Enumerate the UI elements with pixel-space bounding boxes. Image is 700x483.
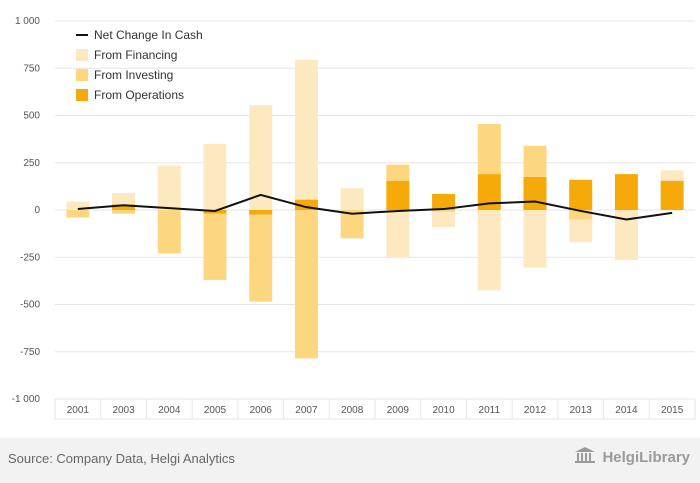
x-tick-label: 2013	[570, 405, 593, 416]
x-tick-label: 2011	[479, 405, 501, 416]
bar-from-investing	[157, 210, 181, 254]
x-tick-label: 2003	[112, 405, 135, 416]
bar-from-investing	[340, 210, 364, 239]
bar-from-financing	[614, 210, 638, 261]
bar-from-investing	[432, 210, 456, 212]
bar-from-operations	[249, 210, 273, 215]
legend-swatch-from-financing	[76, 49, 88, 61]
source-text: Source: Company Data, Helgi Analytics	[8, 451, 235, 466]
helgi-library-logo[interactable]: HelgiLibrary	[574, 446, 690, 468]
x-tick-label: 2008	[341, 405, 364, 416]
bar-from-operations	[523, 176, 547, 210]
y-tick-label: 0	[34, 205, 40, 216]
net-change-line	[77, 193, 673, 221]
y-tick-label: -750	[20, 347, 40, 358]
bar-from-investing	[294, 210, 318, 359]
legend-swatch-from-operations	[76, 89, 88, 101]
bar-from-operations	[386, 180, 410, 210]
bar-from-financing	[112, 192, 136, 205]
bar-from-financing	[660, 170, 684, 181]
library-building-icon	[574, 446, 596, 468]
y-tick-label: 500	[23, 111, 40, 122]
y-tick-label: -500	[20, 300, 40, 311]
bar-from-financing	[249, 105, 273, 210]
x-tick-label: 2015	[661, 405, 684, 416]
bar-from-investing	[386, 164, 410, 181]
bar-from-investing	[66, 210, 90, 218]
bar-from-investing	[477, 124, 501, 175]
y-tick-label: -1 000	[12, 394, 41, 405]
x-tick-label: 2004	[158, 405, 181, 416]
x-tick-label: 2010	[432, 405, 455, 416]
bar-from-financing	[203, 143, 227, 210]
bar-from-operations	[432, 193, 456, 210]
cash-flow-chart: -1 000 -750 -500 -250 0 250 500 750 1 000 2001 200…	[12, 16, 696, 420]
bar-from-financing	[432, 211, 456, 228]
legend-label: From Operations	[94, 88, 184, 102]
bar-from-investing	[249, 214, 273, 302]
x-tick-label: 2005	[204, 405, 227, 416]
bar-from-financing	[340, 188, 364, 210]
bar-from-financing	[569, 219, 593, 243]
x-tick-label: 2014	[615, 405, 638, 416]
chart-area: -1 000 -750 -500 -250 0 250 500 750 1 000 2001 200…	[12, 16, 696, 420]
legend-swatch-from-investing	[76, 69, 88, 81]
y-tick-label: 250	[23, 158, 40, 169]
y-tick-label: 750	[23, 63, 40, 74]
legend-label: From Investing	[94, 68, 173, 82]
bar-from-operations	[614, 174, 638, 210]
bar-from-financing	[294, 59, 318, 200]
bar-from-financing	[157, 165, 181, 210]
x-tick-label: 2009	[387, 405, 410, 416]
bar-from-financing	[386, 210, 410, 258]
x-tick-label: 2012	[524, 405, 547, 416]
x-tick-label: 2006	[250, 405, 273, 416]
bar-from-operations	[569, 179, 593, 210]
bar-from-financing	[477, 210, 501, 291]
bar-from-financing	[523, 210, 547, 268]
bar-from-investing	[523, 145, 547, 177]
x-tick-label: 2007	[295, 405, 318, 416]
bar-from-operations	[477, 174, 501, 210]
logo-text: HelgiLibrary	[602, 448, 690, 466]
bar-from-investing	[203, 213, 227, 280]
bar-from-investing	[112, 210, 136, 214]
bar-from-operations	[112, 204, 136, 210]
x-tick-label: 2001	[67, 405, 90, 416]
bar-from-operations	[294, 199, 318, 210]
y-tick-label: 1 000	[15, 16, 40, 27]
bar-from-investing	[569, 210, 593, 220]
bar-from-operations	[660, 180, 684, 210]
legend-label: From Financing	[94, 48, 177, 62]
legend-label: Net Change In Cash	[94, 28, 203, 42]
bar-from-financing	[66, 201, 90, 210]
footer-bar: Source: Company Data, Helgi Analytics He…	[0, 438, 700, 483]
y-tick-label: -250	[20, 252, 40, 263]
